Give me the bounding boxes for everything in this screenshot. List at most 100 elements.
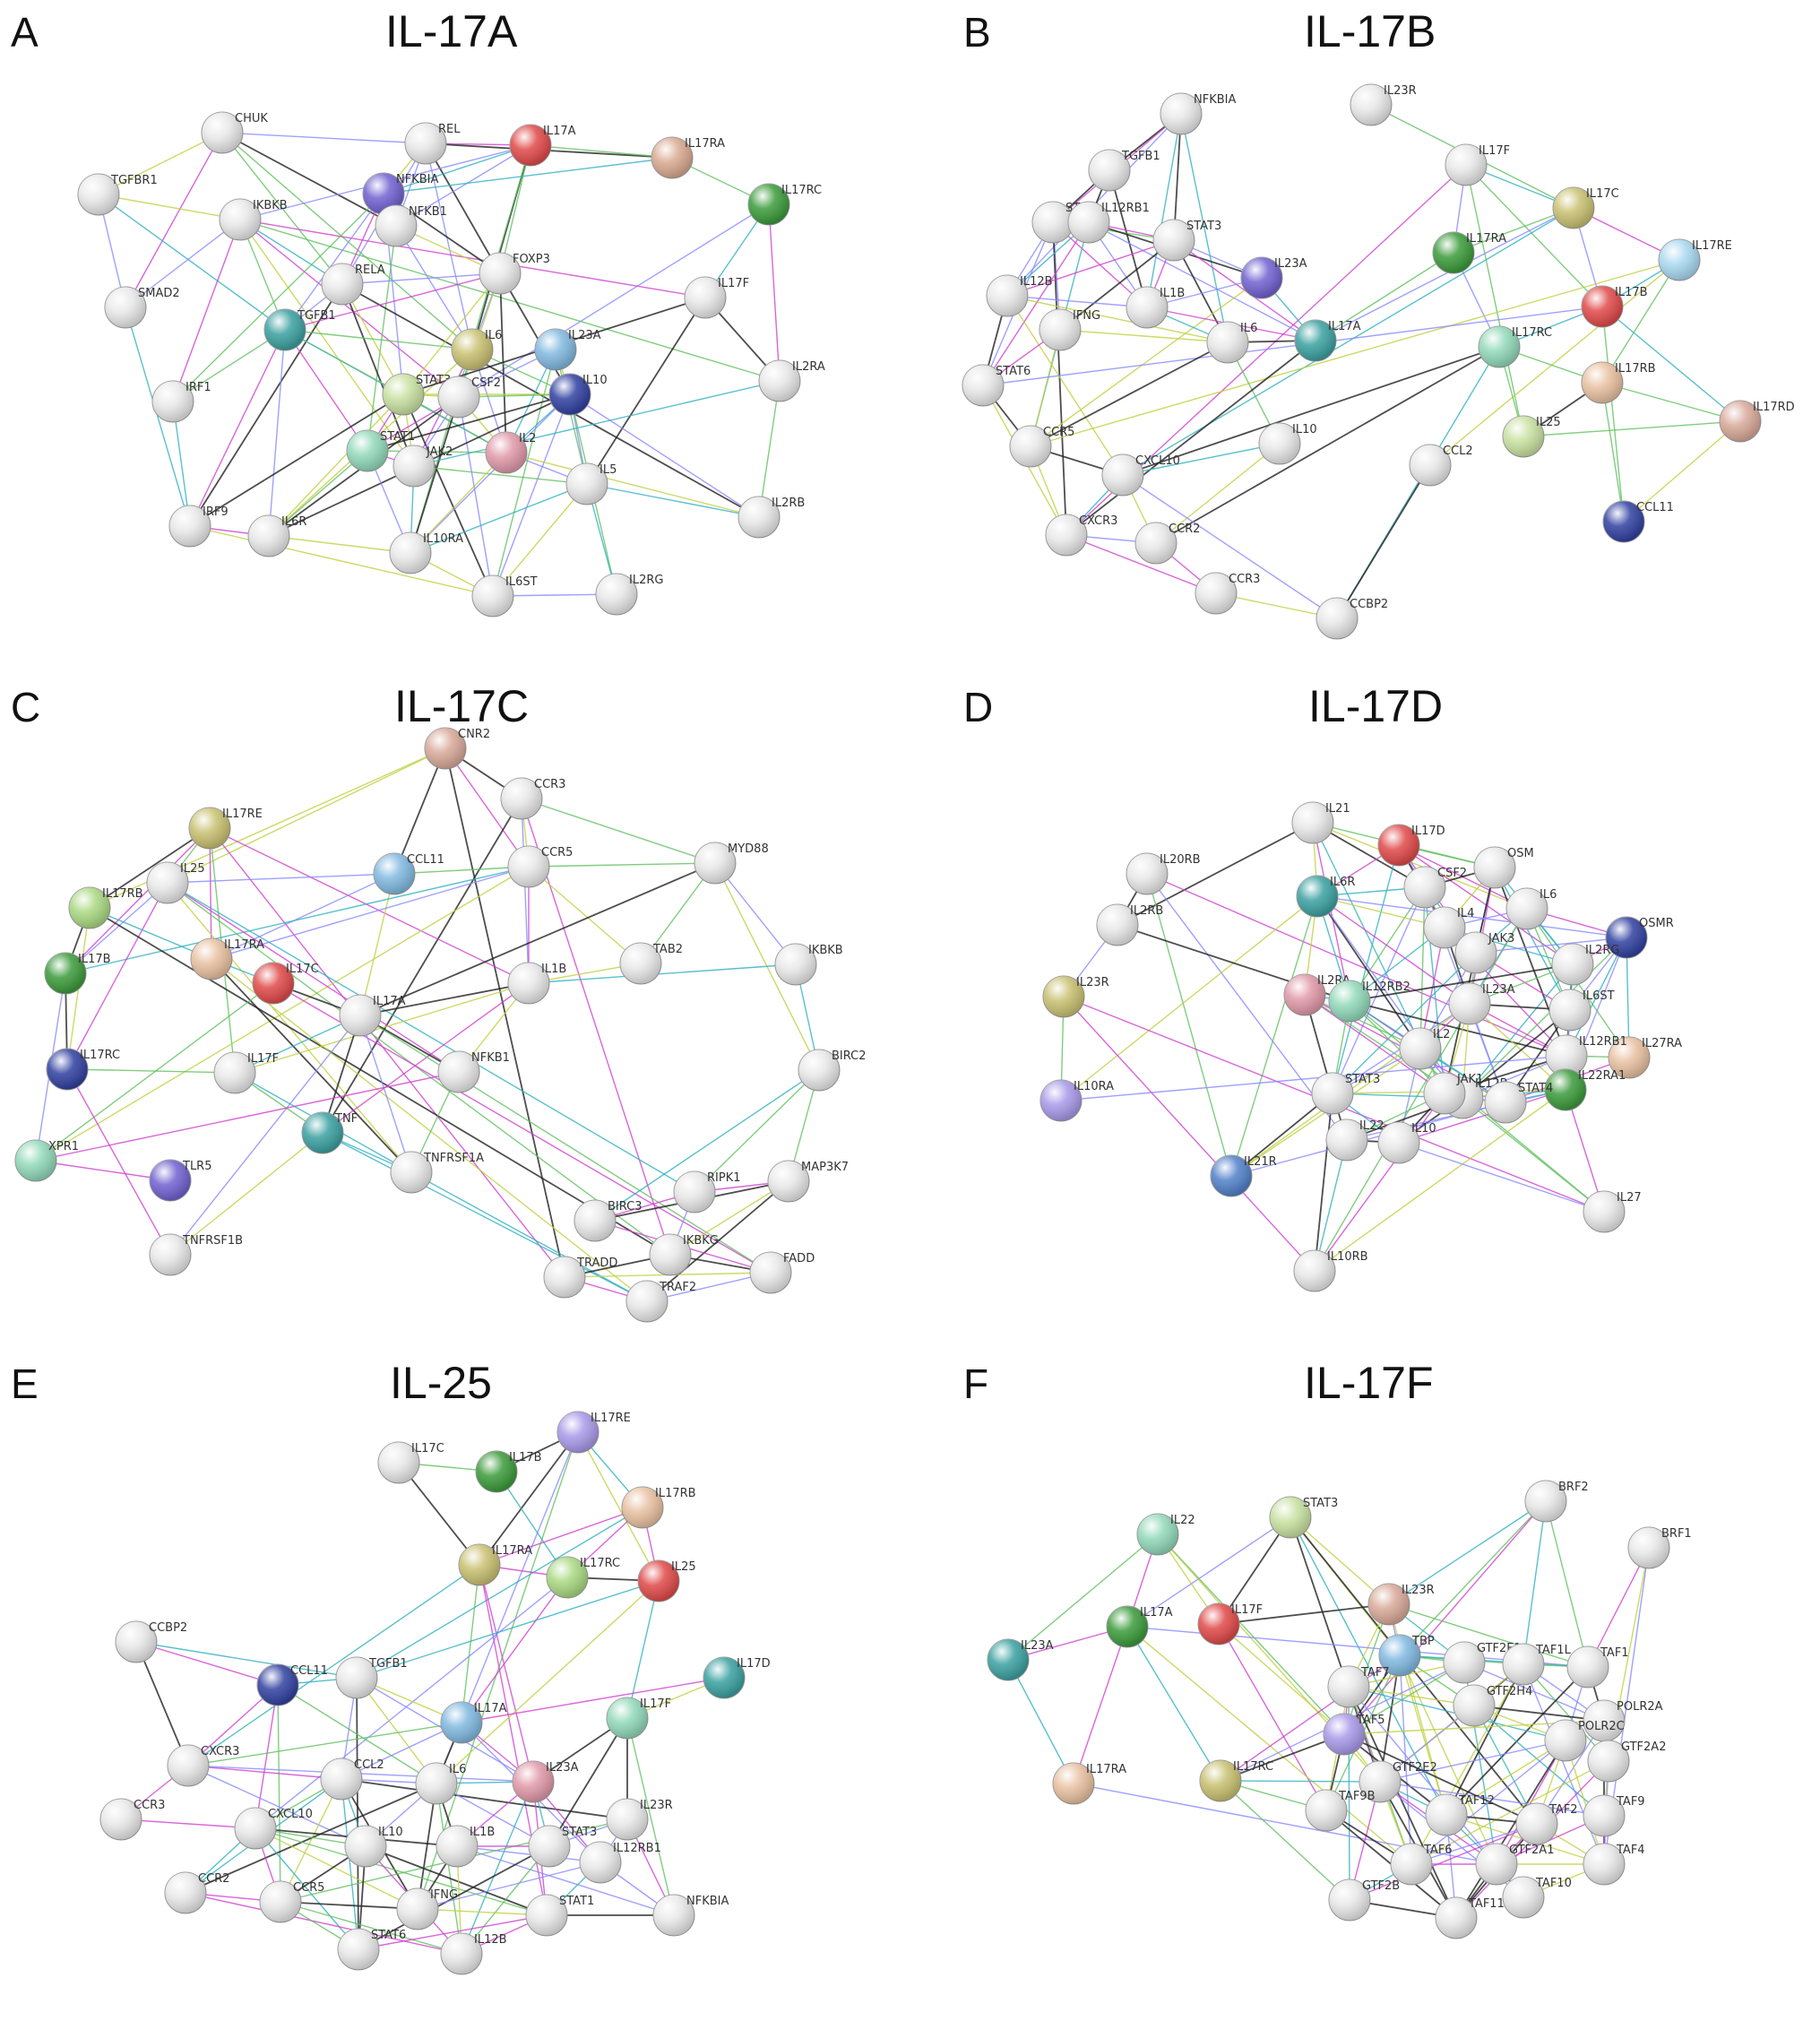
- protein-node[interactable]: IL22RA1: [1544, 1068, 1626, 1111]
- protein-node[interactable]: TRAF2: [625, 1280, 696, 1323]
- protein-node[interactable]: MYD88: [694, 842, 769, 885]
- protein-node[interactable]: IL17B: [44, 952, 111, 995]
- protein-node[interactable]: IL10RA: [1039, 1079, 1114, 1122]
- protein-node[interactable]: STAT6: [962, 364, 1031, 407]
- protein-node[interactable]: CCR5: [1009, 425, 1074, 468]
- protein-node[interactable]: TLR5: [149, 1159, 212, 1202]
- protein-node[interactable]: IL4: [1423, 906, 1474, 949]
- protein-node[interactable]: IL10RB: [1293, 1249, 1368, 1292]
- protein-node[interactable]: REL: [404, 122, 461, 165]
- protein-node[interactable]: GTF2E2: [1359, 1760, 1437, 1803]
- protein-node[interactable]: GTF2A2: [1587, 1740, 1666, 1783]
- protein-node[interactable]: IL20RB: [1126, 852, 1201, 895]
- protein-node[interactable]: IL17RA: [651, 136, 725, 179]
- protein-node[interactable]: STAT3: [1269, 1496, 1338, 1539]
- protein-node[interactable]: GTF2A1: [1475, 1843, 1554, 1886]
- protein-node[interactable]: TGFB1: [335, 1656, 408, 1699]
- protein-node[interactable]: IL2RB: [737, 496, 805, 539]
- protein-node[interactable]: POLR2A: [1583, 1699, 1663, 1742]
- protein-node[interactable]: IL17F: [1197, 1602, 1263, 1645]
- protein-node[interactable]: IL17RC: [546, 1556, 620, 1599]
- protein-node[interactable]: IL23A: [512, 1760, 579, 1803]
- protein-node[interactable]: CXCL10: [234, 1807, 313, 1850]
- protein-node[interactable]: STAT1: [525, 1894, 594, 1937]
- protein-node[interactable]: TAF12: [1425, 1793, 1495, 1836]
- protein-node[interactable]: IL17C: [377, 1441, 444, 1484]
- protein-node[interactable]: IL17RA: [458, 1543, 532, 1586]
- protein-node[interactable]: TAF11: [1435, 1896, 1505, 1939]
- protein-node[interactable]: TBP: [1378, 1634, 1435, 1677]
- protein-node[interactable]: IL17RB: [621, 1486, 696, 1529]
- protein-node[interactable]: IL25: [637, 1559, 696, 1602]
- protein-node[interactable]: CCR3: [99, 1798, 165, 1841]
- protein-node[interactable]: IRF1: [151, 380, 211, 423]
- protein-node[interactable]: TAB2: [619, 942, 683, 985]
- protein-node[interactable]: BRF2: [1524, 1480, 1589, 1523]
- protein-node[interactable]: IL17RB: [68, 886, 143, 929]
- protein-node[interactable]: IL17C: [252, 962, 319, 1005]
- protein-node[interactable]: TRADD: [543, 1256, 617, 1299]
- protein-node[interactable]: OSM: [1473, 846, 1534, 889]
- protein-node[interactable]: IL25: [146, 861, 205, 904]
- protein-node[interactable]: CNR2: [424, 727, 490, 770]
- protein-node[interactable]: IL17C: [1552, 186, 1619, 229]
- protein-node[interactable]: CCL2: [320, 1758, 384, 1801]
- protein-node[interactable]: IL23A: [1240, 256, 1307, 299]
- protein-node[interactable]: CCR3: [500, 777, 565, 820]
- protein-node[interactable]: IL6: [415, 1762, 466, 1805]
- protein-node[interactable]: IL10: [548, 373, 608, 416]
- protein-node[interactable]: IL17RC: [1478, 325, 1552, 368]
- protein-node[interactable]: IFNG: [1039, 308, 1100, 351]
- protein-node[interactable]: IL6ST: [1548, 989, 1615, 1032]
- protein-node[interactable]: IL12RB1: [1545, 1034, 1627, 1077]
- protein-node[interactable]: IL17A: [1294, 319, 1361, 362]
- protein-node[interactable]: IL6: [1206, 321, 1257, 364]
- protein-node[interactable]: BIRC3: [574, 1199, 643, 1242]
- protein-node[interactable]: CCR2: [164, 1871, 229, 1914]
- protein-node[interactable]: IL17A: [440, 1701, 507, 1744]
- protein-node[interactable]: TNF: [301, 1111, 358, 1154]
- protein-node[interactable]: GTF2H4: [1453, 1684, 1532, 1727]
- protein-node[interactable]: JAK3: [1454, 931, 1514, 974]
- protein-node[interactable]: IL17RA: [1432, 231, 1506, 274]
- protein-node[interactable]: IL21R: [1210, 1154, 1277, 1197]
- protein-node[interactable]: IL22: [1136, 1513, 1195, 1556]
- protein-node[interactable]: SMAD2: [104, 286, 180, 329]
- protein-node[interactable]: IL17F: [213, 1051, 279, 1094]
- protein-node[interactable]: IL6R: [1296, 875, 1355, 918]
- protein-node[interactable]: IKBKG: [649, 1233, 719, 1276]
- protein-node[interactable]: OSMR: [1605, 916, 1674, 959]
- protein-node[interactable]: IL12RB1: [1067, 201, 1150, 244]
- protein-node[interactable]: IL10: [344, 1825, 403, 1868]
- protein-node[interactable]: CCBP2: [115, 1620, 187, 1663]
- protein-node[interactable]: TGFB1: [1088, 149, 1160, 192]
- protein-node[interactable]: IL17RE: [556, 1411, 631, 1454]
- protein-node[interactable]: IL17RE: [188, 807, 263, 850]
- protein-node[interactable]: IL21: [1291, 801, 1350, 844]
- protein-node[interactable]: IL6R: [247, 514, 306, 557]
- protein-node[interactable]: IL17RC: [1199, 1759, 1273, 1802]
- protein-node[interactable]: IFNG: [396, 1887, 458, 1930]
- protein-node[interactable]: IL1B: [436, 1825, 495, 1868]
- protein-node[interactable]: NFKBIA: [362, 172, 438, 215]
- protein-node[interactable]: STAT1: [346, 429, 415, 472]
- protein-node[interactable]: TAF9: [1583, 1794, 1645, 1837]
- protein-node[interactable]: IL2RG: [595, 573, 663, 616]
- protein-node[interactable]: IL17RB: [1581, 361, 1656, 404]
- protein-node[interactable]: JAK2: [392, 445, 453, 488]
- protein-node[interactable]: IL2: [485, 431, 536, 474]
- protein-node[interactable]: IL10: [1377, 1121, 1436, 1164]
- protein-node[interactable]: TAF1: [1566, 1645, 1629, 1688]
- protein-node[interactable]: TAF2: [1515, 1802, 1578, 1845]
- protein-node[interactable]: IL12RB1: [579, 1841, 661, 1884]
- protein-node[interactable]: CXCR3: [167, 1744, 239, 1787]
- protein-node[interactable]: TAF7: [1327, 1665, 1390, 1708]
- protein-node[interactable]: IL1B: [1126, 286, 1185, 329]
- protein-node[interactable]: CXCR3: [1045, 514, 1117, 557]
- protein-node[interactable]: CHUK: [201, 111, 268, 154]
- protein-node[interactable]: CCL11: [1602, 500, 1674, 543]
- protein-node[interactable]: JAK1: [1423, 1072, 1483, 1115]
- protein-node[interactable]: FOXP3: [479, 252, 550, 295]
- protein-node[interactable]: POLR2C: [1544, 1719, 1625, 1762]
- protein-node[interactable]: IL23R: [1042, 975, 1109, 1018]
